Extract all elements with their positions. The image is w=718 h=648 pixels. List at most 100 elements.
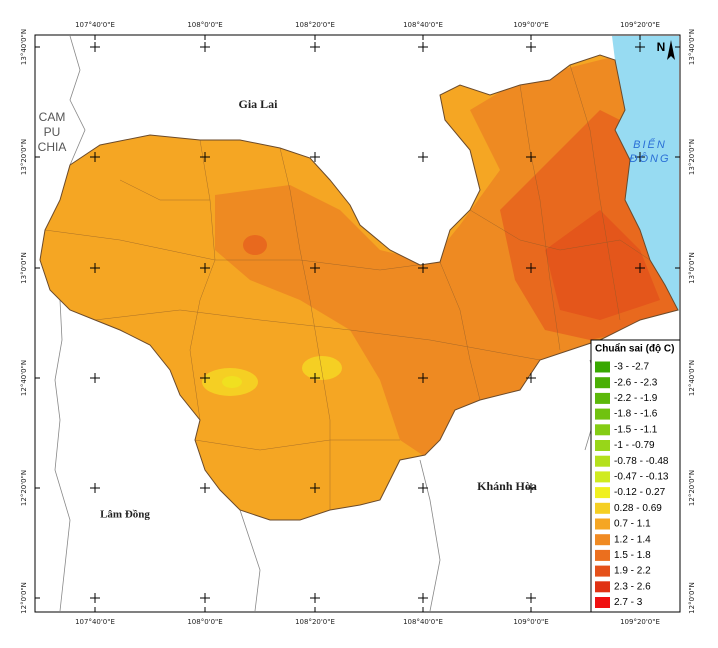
- legend-label: 1.9 - 2.2: [614, 566, 651, 577]
- graticule-cross: [310, 263, 320, 273]
- lat-label: 12°40'0"N: [688, 360, 696, 396]
- graticule-cross: [310, 373, 320, 383]
- graticule-cross: [90, 483, 100, 493]
- lon-label: 109°0'0"E: [513, 21, 548, 29]
- legend-swatch: [595, 471, 610, 483]
- legend-label: -1.5 - -1.1: [614, 424, 658, 435]
- legend-swatch: [595, 518, 610, 530]
- region-label: Gia Lai: [238, 97, 278, 111]
- legend-label: -2.2 - -1.9: [614, 393, 658, 404]
- lon-label: 107°40'0"E: [75, 21, 115, 29]
- legend-swatch: [595, 424, 610, 436]
- lat-label: 12°20'0"N: [688, 470, 696, 506]
- legend-label: 0.7 - 1.1: [614, 519, 651, 530]
- graticule-cross: [526, 483, 536, 493]
- legend-swatch: [595, 408, 610, 420]
- graticule-cross: [200, 263, 210, 273]
- graticule-cross: [200, 152, 210, 162]
- legend-swatch: [595, 377, 610, 389]
- lon-label: 107°40'0"E: [75, 618, 115, 626]
- legend-label: -1.8 - -1.6: [614, 409, 658, 420]
- legend-label: -2.6 - -2.3: [614, 377, 658, 388]
- north-arrow-shape: [667, 40, 675, 60]
- north-label: N: [657, 40, 666, 54]
- graticule-cross: [418, 593, 428, 603]
- graticule-cross: [310, 483, 320, 493]
- legend-swatch: [595, 440, 610, 451]
- graticule-cross: [90, 42, 100, 52]
- lon-label: 108°20'0"E: [295, 21, 335, 29]
- graticule-cross: [635, 42, 645, 52]
- lon-label: 109°0'0"E: [513, 618, 548, 626]
- graticule-cross: [90, 263, 100, 273]
- graticule-cross: [635, 263, 645, 273]
- legend-swatch: [595, 581, 610, 593]
- graticule-cross: [90, 152, 100, 162]
- legend-label: -0.78 - -0.48: [614, 456, 669, 467]
- graticule-cross: [526, 593, 536, 603]
- graticule-cross: [635, 152, 645, 162]
- legend-swatch: [595, 487, 610, 499]
- lat-label: 13°20'0"N: [688, 139, 696, 175]
- graticule-cross: [418, 373, 428, 383]
- region-label: Lâm Đồng: [100, 509, 150, 521]
- graticule-cross: [310, 593, 320, 603]
- graticule-cross: [310, 152, 320, 162]
- legend-label: -1 - -0.79: [614, 440, 655, 451]
- north-arrow: N: [657, 40, 675, 60]
- lat-label: 12°0'0"N: [688, 582, 696, 614]
- graticule-cross: [90, 593, 100, 603]
- region-label: Khánh Hòa: [477, 479, 537, 493]
- lat-label: 13°40'0"N: [20, 29, 28, 65]
- legend-swatch: [595, 549, 610, 561]
- lon-label: 108°40'0"E: [403, 618, 443, 626]
- lon-label: 108°0'0"E: [187, 21, 222, 29]
- legend-swatch: [595, 502, 610, 514]
- legend-swatch: [595, 534, 610, 546]
- legend-swatch: [595, 565, 610, 577]
- graticule-cross: [418, 263, 428, 273]
- legend-label: 2.3 - 2.6: [614, 581, 651, 592]
- legend-label: 0.28 - 0.69: [614, 503, 662, 514]
- legend-label: -0.47 - -0.13: [614, 472, 669, 483]
- legend-label: 1.5 - 1.8: [614, 550, 651, 561]
- lon-label: 108°0'0"E: [187, 618, 222, 626]
- graticule: 107°40'0"E 107°40'0"E 108°0'0"E 108°0'0"E 10…: [20, 21, 696, 626]
- legend-label: -3 - -2.7: [614, 362, 649, 373]
- lat-label: 12°0'0"N: [20, 582, 28, 614]
- graticule-cross: [526, 42, 536, 52]
- graticule-cross: [418, 42, 428, 52]
- region-label: BIỂN ĐÔNG: [630, 138, 671, 165]
- graticule-cross: [418, 483, 428, 493]
- graticule-cross: [200, 593, 210, 603]
- lat-label: 13°40'0"N: [688, 29, 696, 65]
- legend-label: 1.2 - 1.4: [614, 534, 651, 545]
- lon-label: 109°20'0"E: [620, 21, 660, 29]
- graticule-cross: [200, 483, 210, 493]
- graticule-cross: [200, 373, 210, 383]
- graticule-cross: [526, 152, 536, 162]
- lon-label: 109°20'0"E: [620, 618, 660, 626]
- legend-label: 2.7 - 3: [614, 597, 643, 608]
- legend: -3 - -2.7 -2.6 - -2.3 -2.2 - -1.9 -1.8 - -1…: [595, 361, 669, 608]
- lat-label: 12°20'0"N: [20, 470, 28, 506]
- lon-label: 108°20'0"E: [295, 618, 335, 626]
- graticule-cross: [526, 373, 536, 383]
- lat-label: 13°20'0"N: [20, 139, 28, 175]
- lat-label: 13°0'0"N: [20, 252, 28, 284]
- graticule-cross: [418, 152, 428, 162]
- graticule-cross: [90, 373, 100, 383]
- legend-swatch: [595, 361, 610, 373]
- lat-label: 12°40'0"N: [20, 360, 28, 396]
- graticule-cross: [200, 42, 210, 52]
- region-label: CAM PU CHIA: [38, 110, 67, 154]
- legend-swatch: [595, 597, 610, 608]
- legend-label: -0.12 - 0.27: [614, 487, 666, 498]
- legend-swatch: [595, 392, 610, 404]
- legend-title: Chuẩn sai (độ C): [595, 343, 674, 355]
- legend-swatch: [595, 455, 610, 467]
- graticule-cross: [310, 42, 320, 52]
- sea: [612, 36, 679, 311]
- graticule-cross: [526, 263, 536, 273]
